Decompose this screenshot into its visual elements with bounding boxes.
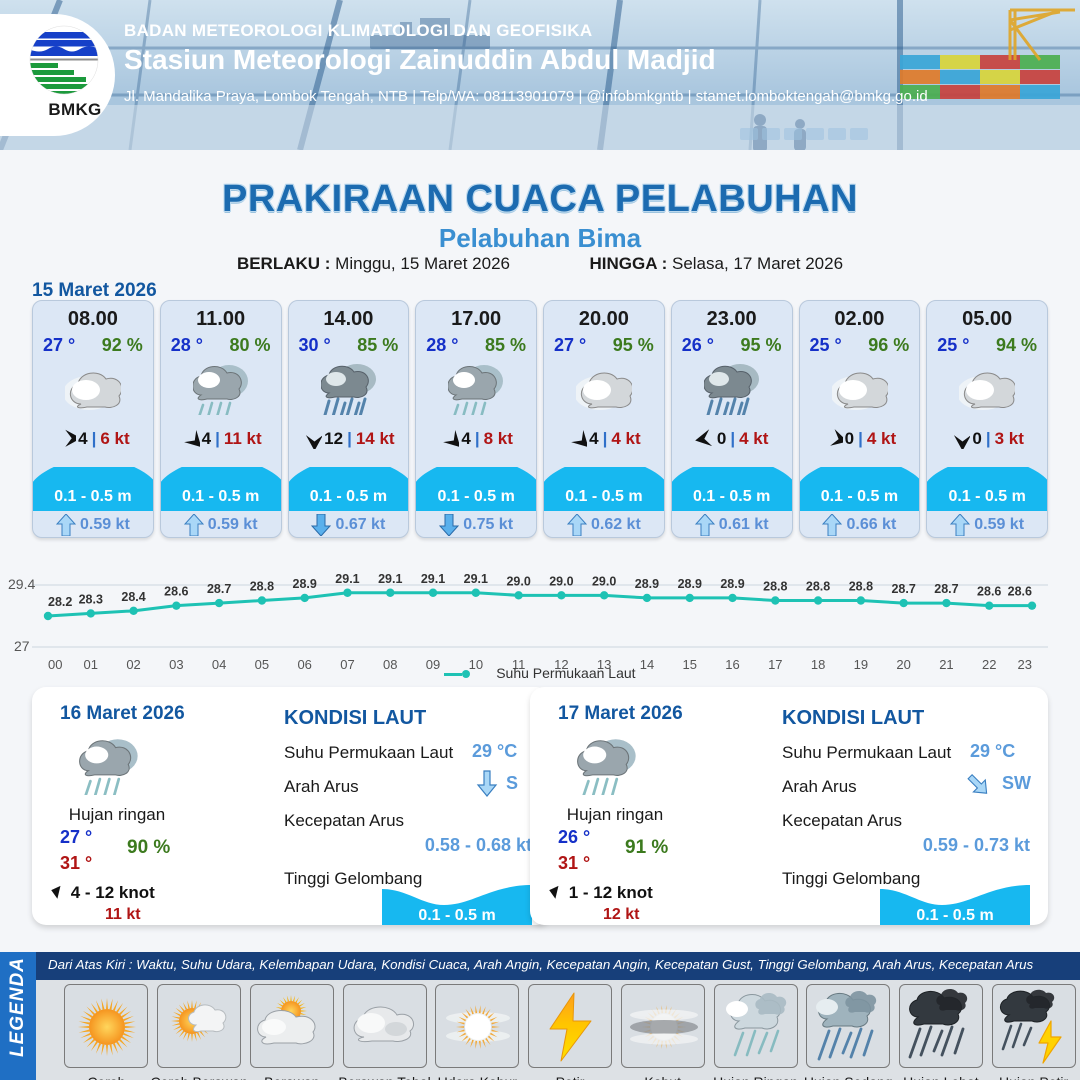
svg-text:28.6: 28.6 (164, 585, 188, 599)
svg-text:28.9: 28.9 (678, 577, 702, 591)
svg-text:28.9: 28.9 (293, 577, 317, 591)
svg-text:28.6: 28.6 (977, 585, 1001, 599)
svg-text:29.1: 29.1 (378, 572, 402, 586)
svg-text:29.0: 29.0 (549, 574, 573, 588)
svg-text:28.8: 28.8 (806, 580, 830, 594)
svg-text:29.0: 29.0 (592, 574, 616, 588)
svg-text:28.7: 28.7 (891, 582, 915, 596)
svg-text:28.3: 28.3 (79, 592, 103, 606)
svg-text:28.7: 28.7 (207, 582, 231, 596)
svg-text:29.1: 29.1 (335, 572, 359, 586)
svg-text:28.2: 28.2 (48, 595, 72, 609)
svg-text:28.7: 28.7 (934, 582, 958, 596)
svg-text:28.6: 28.6 (1008, 585, 1032, 599)
svg-text:29.1: 29.1 (464, 572, 488, 586)
svg-text:28.8: 28.8 (849, 580, 873, 594)
svg-text:28.9: 28.9 (635, 577, 659, 591)
svg-text:28.4: 28.4 (121, 590, 145, 604)
svg-text:28.8: 28.8 (763, 580, 787, 594)
svg-text:28.8: 28.8 (250, 580, 274, 594)
svg-text:29.0: 29.0 (506, 574, 530, 588)
svg-text:28.9: 28.9 (720, 577, 744, 591)
svg-text:29.1: 29.1 (421, 572, 445, 586)
